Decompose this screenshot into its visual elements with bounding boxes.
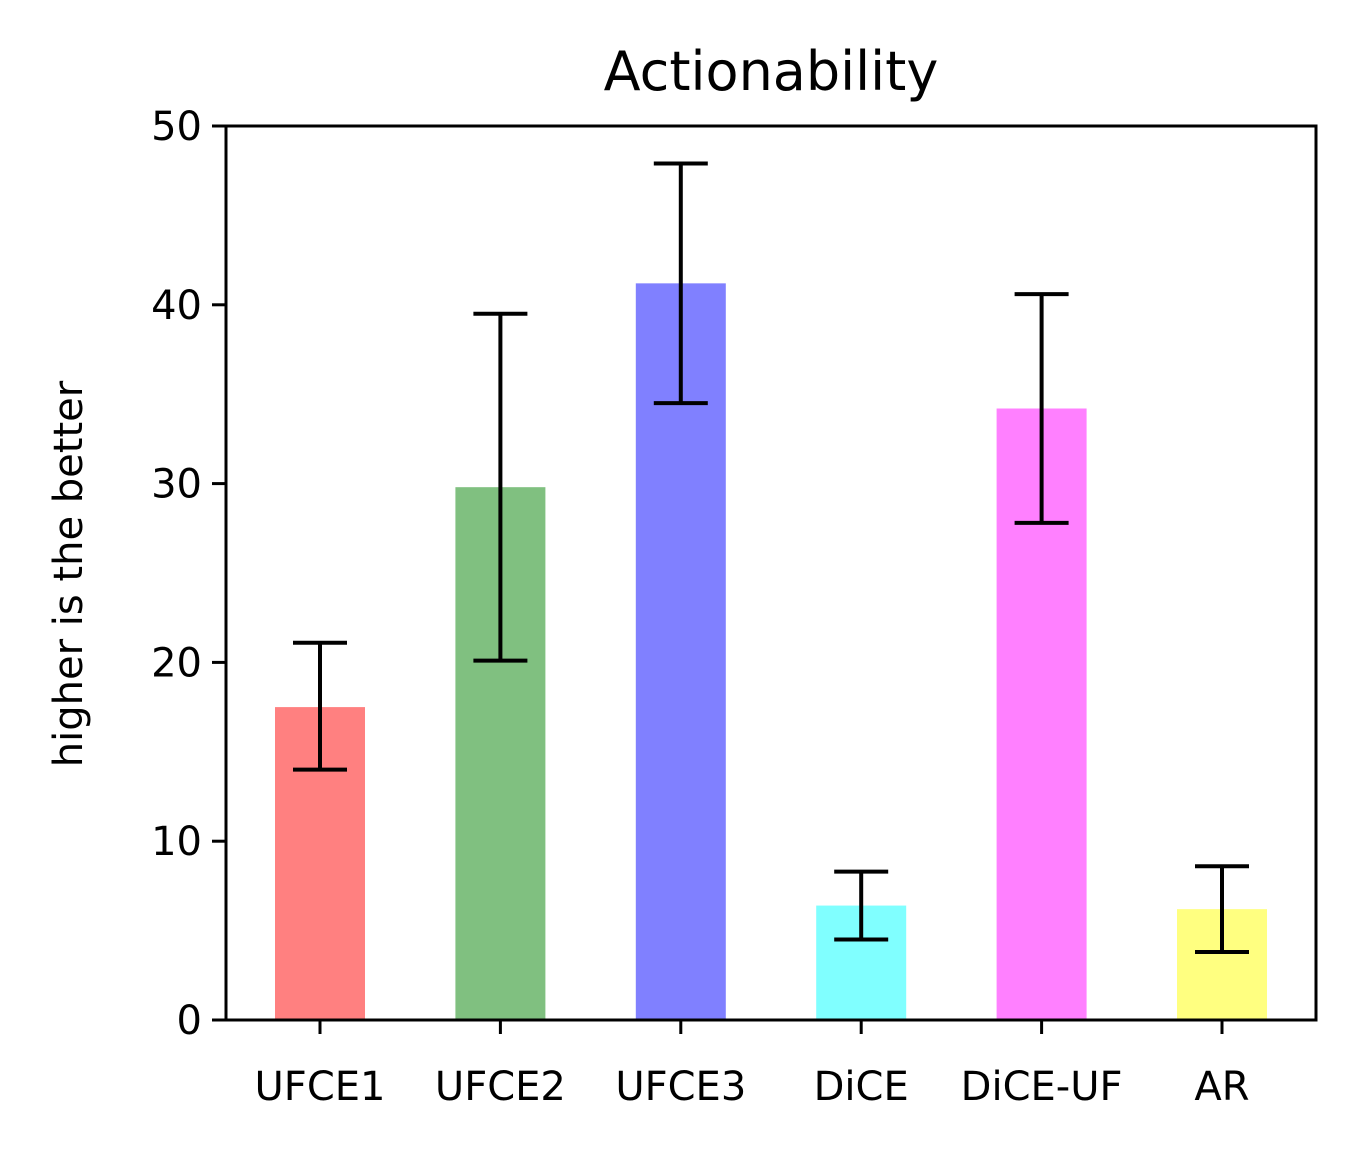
plot-frame bbox=[224, 124, 1318, 1022]
y-tick-label: 10 bbox=[151, 819, 202, 865]
error-bar-ufce2 bbox=[473, 311, 528, 663]
error-bars-layer bbox=[293, 161, 1249, 955]
error-bar-ar bbox=[1195, 864, 1249, 955]
y-axis-label: higher is the better bbox=[46, 380, 92, 767]
x-tick-label: DiCE bbox=[814, 1064, 909, 1110]
y-axis-ticks: 0 10 20 30 40 50 bbox=[151, 104, 226, 1044]
x-tick-label: AR bbox=[1194, 1064, 1249, 1110]
y-tick-label: 50 bbox=[151, 104, 202, 150]
y-tick-label: 30 bbox=[151, 462, 202, 508]
chart-title: Actionability bbox=[604, 40, 939, 103]
x-tick-label: UFCE1 bbox=[255, 1064, 386, 1110]
x-tick-label: DiCE-UF bbox=[961, 1064, 1123, 1110]
bars-layer bbox=[275, 283, 1267, 1020]
y-tick-label: 20 bbox=[151, 640, 202, 686]
error-bar-ufce3 bbox=[653, 161, 708, 406]
bar-ufce3 bbox=[635, 283, 726, 1020]
error-bar-dice bbox=[834, 869, 889, 942]
x-axis-ticks: UFCE1 UFCE2 UFCE3 DiCE DiCE-UF AR bbox=[255, 1020, 1250, 1110]
error-bar-dice-uf bbox=[1014, 292, 1069, 525]
error-bar-ufce1 bbox=[293, 640, 347, 772]
y-tick-label: 0 bbox=[177, 998, 202, 1044]
x-tick-label: UFCE2 bbox=[435, 1064, 566, 1110]
y-tick-label: 40 bbox=[151, 283, 202, 329]
x-tick-label: UFCE3 bbox=[615, 1064, 746, 1110]
